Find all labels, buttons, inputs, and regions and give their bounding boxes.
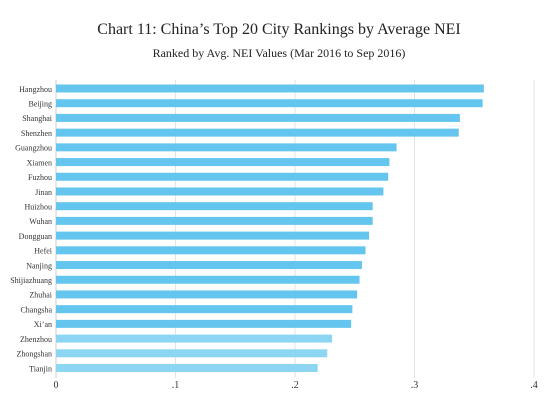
bar-zhuhai [56,290,358,299]
bar-hangzhou [56,84,484,93]
bar-xiamen [56,158,390,167]
chart-title: Chart 11: China’s Top 20 City Rankings b… [97,21,460,38]
bar-beijing [56,99,483,108]
category-label: Shijiazhuang [10,276,52,285]
category-label: Hangzhou [19,85,52,94]
bar-dongguan [56,231,370,240]
category-label: Huizhou [24,202,52,211]
category-label: Tianjin [29,364,52,373]
category-label: Zhuhai [29,291,52,300]
category-label: Hefei [34,247,53,256]
category-label: Beijing [28,100,52,109]
bar-fuzhou [56,172,389,181]
category-label: Xiamen [27,158,52,167]
bar-shanghai [56,113,460,122]
bar-shijiazhuang [56,275,360,284]
bar-hefei [56,246,366,255]
x-tick-label: .3 [411,380,419,391]
bar-zhongshan [56,349,328,358]
category-label: Zhenzhou [20,335,52,344]
category-label: Fuzhou [28,173,52,182]
bar-tianjin [56,364,318,372]
bars [56,84,484,372]
x-tick-label: 0 [54,380,59,391]
category-label: Shanghai [22,114,53,123]
bar-guangzhou [56,143,397,152]
category-label: Shenzhen [21,129,52,138]
category-label: Jinan [35,188,52,197]
x-tick-label: .4 [530,380,538,391]
bar-wuhan [56,216,373,225]
category-label: Xi’an [34,320,52,329]
bar-jinan [56,187,384,196]
bar-zhenzhou [56,334,333,343]
bar-xian [56,319,352,328]
x-tick-label: .1 [172,380,180,391]
bar-nanjing [56,261,362,270]
x-tick-label: .2 [291,380,299,391]
bar-changsha [56,305,353,314]
bar-huizhou [56,202,373,211]
category-label: Wuhan [29,217,52,226]
x-tick-labels: 0 .1 .2 .3 .4 [54,380,538,391]
bar-shenzhen [56,128,459,137]
category-label: Dongguan [19,232,52,241]
category-labels: Hangzhou Beijing Shanghai Shenzhen Guangzhou… [10,85,53,373]
gridlines [55,80,535,378]
category-label: Nanjing [26,261,52,270]
chart-subtitle: Ranked by Avg. NEI Values (Mar 2016 to S… [153,46,406,60]
category-label: Changsha [20,305,52,314]
category-label: Guangzhou [15,144,52,153]
category-label: Zhongshan [16,350,52,359]
